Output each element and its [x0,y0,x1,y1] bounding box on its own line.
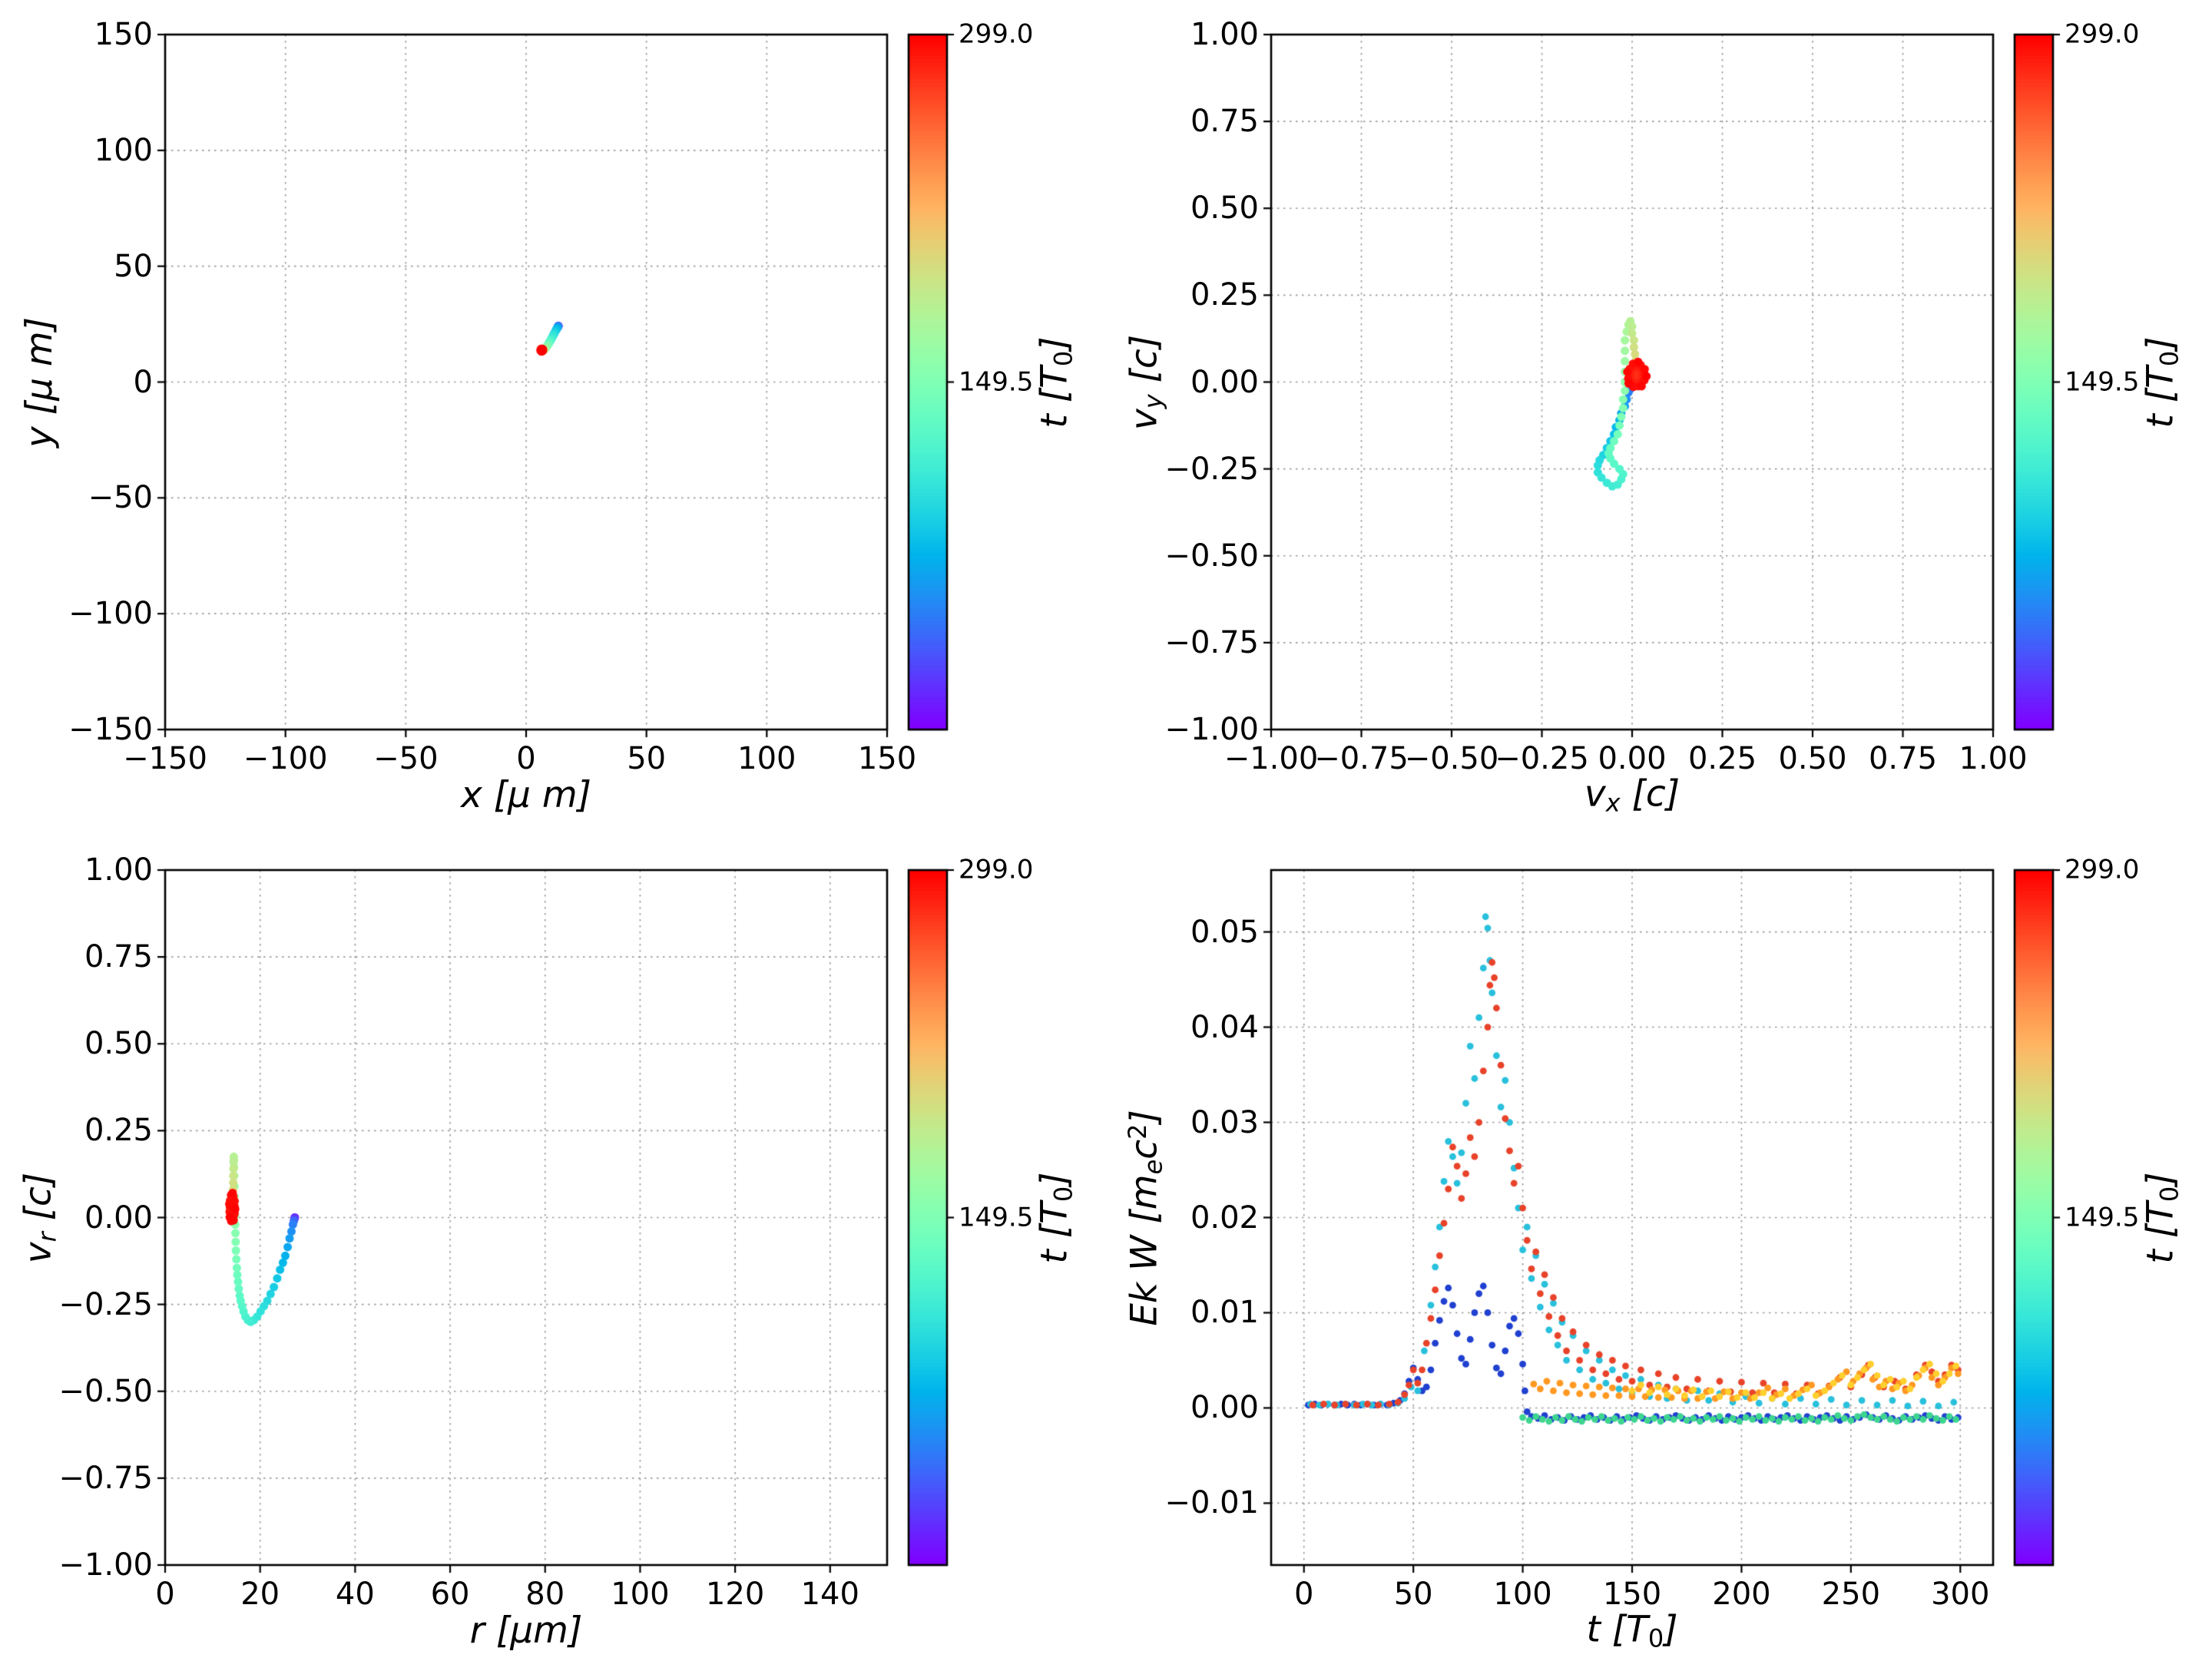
trajectory-rvr-y-axis-label: vr [c] [17,1172,62,1263]
trajectory-rvr-colorbar-tick-label: 149.5 [959,1201,1034,1233]
kinetic-energy-vs-time-x-tick-label: 150 [1602,1577,1662,1612]
kinetic-energy-vs-time-plot-canvas [1106,836,2212,1671]
kinetic-energy-vs-time-y-tick-label: 0.03 [1190,1104,1259,1140]
kinetic-energy-vs-time-y-axis-label: Ek W [mec2] [1123,1109,1168,1326]
trajectory-rvr-x-tick-label: 0 [155,1577,175,1612]
trajectory-xy-y-tick-label: 150 [94,17,153,52]
chart-ekw-time: 299.0 149.5 t [T0] 0 50 100 150 200 250 300 −0.01 0… [1106,836,2212,1671]
trajectory-rvr-x-axis-label: r [μm] [469,1610,583,1653]
trajectory-xy-y-tick-label: −150 [68,712,153,747]
kinetic-energy-vs-time-x-tick-label: 50 [1393,1577,1433,1612]
kinetic-energy-vs-time-x-tick-label: 250 [1821,1577,1881,1612]
trajectory-vxvy-x-tick-label: 1.00 [1959,741,2028,776]
trajectory-vxvy-y-tick-label: −1.00 [1164,712,1259,747]
trajectory-vxvy-x-tick-label: 0.75 [1868,741,1938,776]
trajectory-rvr-y-tick-label: 0.50 [84,1026,153,1062]
trajectory-rvr-y-tick-label: 1.00 [84,852,153,888]
trajectory-rvr-y-tick-label: 0.75 [84,939,153,975]
trajectory-xy-colorbar-tick-label: 149.5 [959,366,1034,397]
trajectory-xy-x-tick-label: 0 [516,741,536,776]
trajectory-vxvy-colorbar-axis-label: t [T0] [2139,336,2184,429]
trajectory-xy-x-tick-label: −50 [373,741,439,776]
trajectory-xy-x-tick-label: −150 [123,741,207,776]
trajectory-vxvy-x-tick-label: 0.25 [1687,741,1757,776]
trajectory-vxvy-y-tick-label: 0.25 [1190,277,1259,313]
trajectory-rvr-colorbar-axis-label: t [T0] [1033,1171,1078,1264]
trajectory-xy-y-tick-label: 100 [94,132,153,168]
trajectory-vxvy-x-tick-label: 0.50 [1778,741,1847,776]
trajectory-xy-plot-canvas [0,0,1106,836]
kinetic-energy-vs-time-y-tick-label: 0.01 [1190,1295,1259,1331]
trajectory-vxvy-y-tick-label: −0.25 [1164,451,1259,487]
kinetic-energy-vs-time-y-tick-label: −0.01 [1164,1485,1259,1521]
trajectory-xy-x-tick-label: 100 [737,741,796,776]
trajectory-vxvy-y-tick-label: 0.50 [1190,190,1259,227]
trajectory-rvr-x-tick-label: 120 [705,1577,765,1612]
kinetic-energy-vs-time-x-tick-label: 100 [1493,1577,1552,1612]
trajectory-xy-colorbar-axis-label: t [T0] [1033,336,1078,429]
trajectory-vxvy-y-tick-label: −0.75 [1164,624,1259,660]
trajectory-rvr-y-tick-label: −1.00 [58,1547,153,1583]
kinetic-energy-vs-time-colorbar-axis-label: t [T0] [2139,1171,2184,1264]
trajectory-rvr-x-tick-label: 80 [525,1577,565,1612]
trajectory-rvr-x-tick-label: 60 [430,1577,470,1612]
kinetic-energy-vs-time-x-tick-label: 0 [1293,1577,1314,1612]
trajectory-rvr-y-tick-label: −0.75 [58,1460,153,1496]
trajectory-rvr-colorbar-tick-label: 299.0 [959,854,1034,885]
trajectory-rvr-x-tick-label: 140 [800,1577,859,1612]
trajectory-vxvy-colorbar-tick-label: 299.0 [2065,18,2140,50]
kinetic-energy-vs-time-y-tick-label: 0.05 [1190,914,1259,950]
trajectory-vxvy-plot-canvas [1106,0,2212,836]
trajectory-rvr-y-tick-label: −0.50 [58,1373,153,1409]
trajectory-vxvy-y-axis-label: vy [c] [1123,334,1168,430]
trajectory-xy-y-axis-label: y [μ m] [18,316,61,448]
trajectory-vxvy-x-tick-label: −0.25 [1495,741,1589,776]
trajectory-vxvy-y-tick-label: 0.75 [1190,104,1259,140]
kinetic-energy-vs-time-y-tick-label: 0.00 [1190,1390,1259,1426]
trajectory-rvr-plot-canvas [0,836,1106,1671]
trajectory-xy-x-axis-label: x [μ m] [460,774,592,817]
trajectory-rvr-x-tick-label: 40 [335,1577,375,1612]
trajectory-xy-y-tick-label: −50 [88,480,153,516]
trajectory-xy-x-tick-label: −100 [243,741,328,776]
kinetic-energy-vs-time-x-axis-label: t [T0] [1586,1608,1678,1653]
trajectory-rvr-y-tick-label: 0.00 [84,1199,153,1236]
trajectory-vxvy-x-tick-label: −1.00 [1224,741,1319,776]
trajectory-xy-y-tick-label: −100 [68,596,153,632]
trajectory-xy-x-tick-label: 50 [627,741,667,776]
trajectory-vxvy-colorbar-tick-label: 149.5 [2065,366,2140,397]
trajectory-xy-colorbar-tick-label: 299.0 [959,18,1034,50]
trajectory-vxvy-x-tick-label: −0.75 [1314,741,1409,776]
chart-vxvy: 299.0 149.5 t [T0] −1.00 −0.75 −0.50 −0.25 0.00… [1106,0,2212,836]
kinetic-energy-vs-time-y-tick-label: 0.02 [1190,1199,1259,1236]
chart-xy: 299.0 149.5 t [T0] −150 −100 −50 0 50 100 150 −150… [0,0,1106,836]
trajectory-vxvy-y-tick-label: −0.50 [1164,538,1259,574]
trajectory-rvr-x-tick-label: 20 [240,1577,280,1612]
trajectory-vxvy-x-tick-label: 0.00 [1598,741,1667,776]
kinetic-energy-vs-time-x-tick-label: 200 [1712,1577,1771,1612]
trajectory-xy-x-tick-label: 150 [857,741,917,776]
kinetic-energy-vs-time-y-tick-label: 0.04 [1190,1009,1259,1045]
trajectory-rvr-y-tick-label: 0.25 [84,1113,153,1149]
chart-rvr: 299.0 149.5 t [T0] 0 20 40 60 80 100 120 140 −1.00 −… [0,836,1106,1671]
trajectory-rvr-y-tick-label: −0.25 [58,1286,153,1322]
kinetic-energy-vs-time-colorbar-tick-label: 149.5 [2065,1201,2140,1233]
kinetic-energy-vs-time-colorbar-tick-label: 299.0 [2065,854,2140,885]
kinetic-energy-vs-time-x-tick-label: 300 [1931,1577,1990,1612]
trajectory-vxvy-x-axis-label: vx [c] [1584,773,1681,818]
trajectory-vxvy-x-tick-label: −0.50 [1404,741,1499,776]
trajectory-xy-y-tick-label: 0 [133,364,153,400]
trajectory-vxvy-y-tick-label: 0.00 [1190,364,1259,400]
trajectory-xy-y-tick-label: 50 [114,248,153,284]
trajectory-vxvy-y-tick-label: 1.00 [1190,17,1259,52]
trajectory-rvr-x-tick-label: 100 [611,1577,670,1612]
